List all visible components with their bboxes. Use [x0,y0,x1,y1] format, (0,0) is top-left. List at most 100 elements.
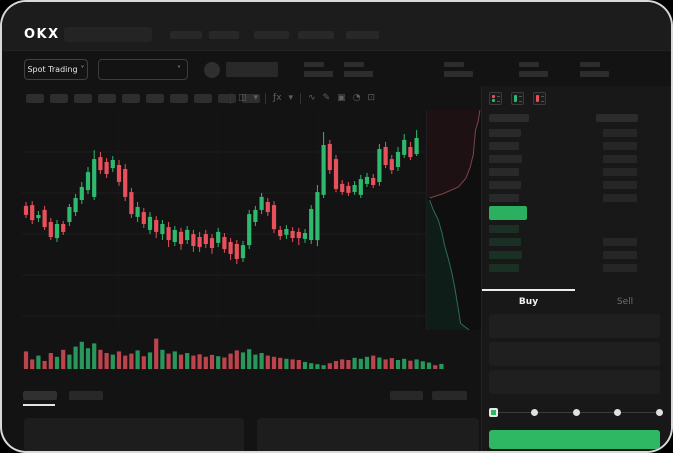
candle-body [67,207,72,222]
indicators-icon[interactable]: ƒx [273,92,282,103]
volume-bar [48,353,53,369]
candle-body [209,238,215,248]
nav-item-placeholder[interactable] [254,31,289,39]
volume-bar [30,359,35,369]
candle-body [154,220,159,232]
volume-bar [271,356,277,369]
stat-label-placeholder [519,62,539,67]
chart-area[interactable] [2,110,481,374]
volume-bar [216,356,221,369]
volume-bar [414,359,419,369]
line-tool-icon[interactable]: ∿ [308,92,316,103]
orders-control-placeholder[interactable] [432,391,467,400]
nav-item-placeholder[interactable] [346,31,379,39]
timer-icon[interactable]: ◔ [352,92,361,103]
interval-button-placeholder[interactable] [170,94,188,103]
bid-amount-bar [603,264,637,272]
slider-dot[interactable] [572,409,580,416]
ask-price-bar[interactable] [489,181,521,189]
bids-strip [492,99,495,102]
slider-dot[interactable] [614,409,621,416]
candle-body [259,196,264,210]
volume-bar [240,352,246,369]
icon-line [497,96,500,97]
orders-tab-placeholder[interactable] [23,391,57,400]
bid-price-bar[interactable] [489,225,519,233]
ask-price-bar[interactable] [489,142,519,150]
candlestick-chart[interactable] [22,110,462,374]
slider-dot[interactable] [655,409,663,416]
camera-icon[interactable]: ▣ [337,92,346,103]
volume-bar [364,356,370,369]
interval-button-placeholder[interactable] [26,94,44,103]
volume-bar [36,355,41,369]
interval-button-placeholder[interactable] [98,94,116,103]
depth-chart[interactable] [426,110,481,330]
pair-dropdown[interactable]: ˅ [98,59,188,80]
interval-button-placeholder[interactable] [242,94,260,103]
candle-body [315,192,320,241]
nav-item-placeholder[interactable] [209,31,239,39]
fullscreen-icon[interactable]: ⊡ [367,92,376,103]
tab-buy[interactable]: Buy [518,297,539,307]
interval-button-placeholder[interactable] [122,94,140,103]
volume-bar [178,354,184,369]
nav-item-placeholder[interactable] [170,31,202,39]
search-pill[interactable] [64,27,152,42]
volume-bar [402,358,407,369]
market-type-label: Spot Trading [27,65,78,74]
bid-price-bar[interactable] [489,251,522,259]
candle-body [358,179,363,195]
avatar[interactable] [204,62,220,78]
interval-button-placeholder[interactable] [218,94,236,103]
candle-body [240,245,246,259]
icon-line [541,96,544,97]
volume-bar [42,361,47,369]
interval-button-placeholder[interactable] [74,94,92,103]
chevron-down-icon[interactable]: ▾ [288,92,294,103]
interval-button-placeholder[interactable] [194,94,212,103]
order-form-input[interactable] [489,314,660,338]
last-price-bar[interactable] [489,206,527,220]
volume-bar [147,352,153,369]
volume-bar [135,350,140,369]
volume-bar [395,360,401,369]
volume-bar [321,365,326,369]
orders-panel-left[interactable] [24,418,244,451]
candle-body [172,229,177,242]
bids-only-icon[interactable] [511,92,524,105]
buy-submit-button[interactable] [489,430,660,449]
volume-bar [278,357,283,369]
interval-button-placeholder[interactable] [50,94,68,103]
bid-price-bar[interactable] [489,238,521,246]
chevron-down-icon[interactable]: ▾ [253,92,259,103]
ask-price-bar[interactable] [489,194,519,202]
chart-style-icon[interactable]: ◫ [238,92,247,103]
nav-item-placeholder[interactable] [298,31,334,39]
candle-body [30,205,35,221]
icon-line [519,101,522,102]
candle-body [247,214,252,246]
slider-dot[interactable] [531,409,538,416]
ask-price-bar[interactable] [489,155,522,163]
asks-only-icon[interactable] [533,92,546,105]
bid-price-bar[interactable] [489,264,519,272]
ask-price-bar[interactable] [489,129,521,137]
interval-button-placeholder[interactable] [146,94,164,103]
candle-body [160,224,165,235]
order-form-input[interactable] [489,370,660,394]
volume-bar [160,349,165,369]
tab-sell[interactable]: Sell [616,297,634,307]
orders-tab-placeholder[interactable] [69,391,103,400]
combined-book-icon[interactable] [489,92,502,105]
volume-bar [439,363,444,369]
draw-tool-icon[interactable]: ✎ [322,92,331,103]
ask-price-bar[interactable] [489,168,519,176]
orders-control-placeholder[interactable] [390,391,423,400]
icon-line [497,101,500,102]
market-type-dropdown[interactable]: Spot Trading ˅ [24,59,88,80]
order-form-input[interactable] [489,342,660,366]
orders-panel-right[interactable] [257,418,479,451]
slider-handle[interactable] [488,408,498,417]
volume-bar [228,353,233,369]
